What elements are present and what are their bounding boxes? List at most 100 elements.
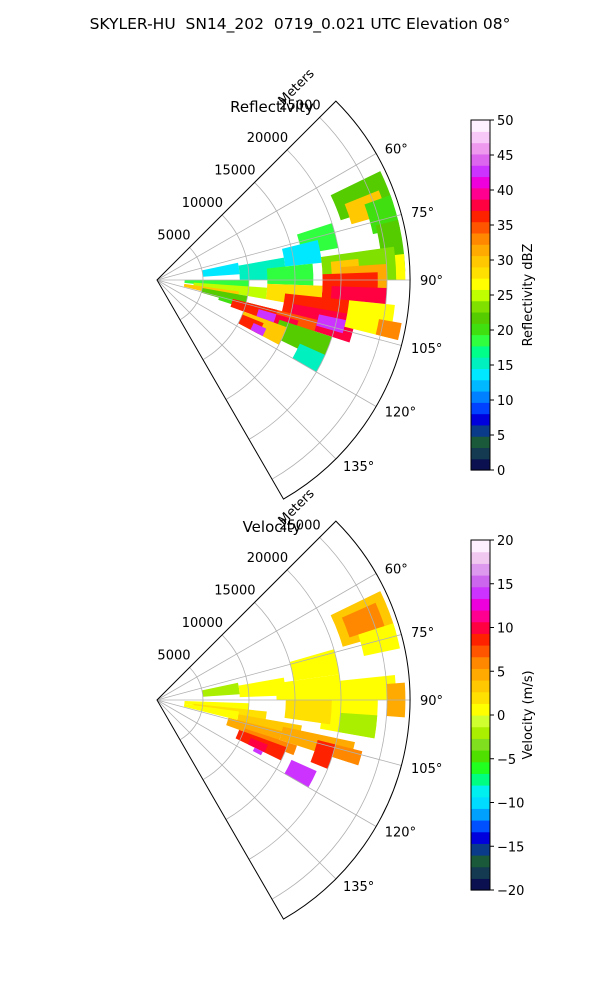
azimuth-spoke	[156, 279, 377, 407]
reflectivity-panel: Reflectivity 5000 10000 15000 20000 2500…	[156, 66, 536, 500]
range-ring	[271, 117, 388, 480]
velocity-sector-frame	[156, 520, 411, 920]
radar-cell	[272, 319, 332, 361]
colorbar-swatch	[471, 750, 490, 763]
azimuth-spoke	[156, 699, 337, 880]
colorbar-swatch	[471, 289, 490, 302]
radar-cell	[201, 682, 240, 697]
radar-cell	[275, 674, 341, 700]
velocity-colorbar	[471, 539, 494, 891]
reflectivity-grid	[156, 117, 410, 480]
azimuth-tick-label: 60°	[385, 143, 408, 158]
range-tick-label: 20000	[247, 131, 288, 146]
colorbar-swatch	[471, 221, 490, 234]
colorbar-swatch	[471, 633, 490, 646]
azimuth-tick-label: 60°	[385, 563, 408, 578]
radar-cell	[252, 747, 263, 756]
azimuth-tick-label: 120°	[385, 826, 416, 841]
radar-cell	[310, 740, 336, 769]
colorbar-tick-label: −5	[497, 753, 516, 768]
colorbar-swatch	[471, 436, 490, 449]
colorbar-swatch	[471, 773, 490, 786]
colorbar-swatch	[471, 390, 490, 403]
colorbar-tick-label: 10	[497, 394, 514, 409]
velocity-azimuth-labels: 60° 75° 90° 105° 120° 135°	[343, 563, 443, 895]
figure-title: SKYLER-HU SN14_202 0719_0.021 UTC Elevat…	[89, 15, 511, 33]
colorbar-tick-label: −15	[497, 840, 524, 855]
velocity-panel: Velocity 5000 10000 15000 20000 25000 Me…	[156, 486, 536, 920]
colorbar-swatch	[471, 255, 490, 268]
range-tick-label: 15000	[214, 163, 255, 178]
colorbar-tick-label: 15	[497, 578, 514, 593]
azimuth-tick-label: 135°	[343, 460, 374, 475]
colorbar-tick-label: −20	[497, 884, 524, 899]
colorbar-tick-label: 0	[497, 709, 505, 724]
radar-cell	[341, 602, 385, 638]
colorbar-swatch	[471, 726, 490, 739]
velocity-data	[183, 591, 406, 788]
azimuth-tick-label: 90°	[420, 694, 443, 709]
colorbar-swatch	[471, 402, 490, 415]
colorbar-swatch	[471, 831, 490, 844]
range-tick-label: 5000	[157, 228, 190, 243]
colorbar-swatch	[471, 855, 490, 868]
radar-cell	[289, 649, 340, 681]
radar-cell	[338, 712, 378, 739]
azimuth-spoke	[156, 699, 377, 827]
colorbar-swatch	[471, 866, 490, 879]
range-ring	[179, 667, 204, 741]
colorbar-swatch	[471, 563, 490, 576]
azimuth-tick-label: 105°	[411, 342, 442, 357]
azimuth-tick-label: 120°	[385, 406, 416, 421]
colorbar-swatch	[471, 278, 490, 290]
colorbar-swatch	[471, 796, 490, 809]
radar-cell	[284, 759, 317, 788]
colorbar-swatch	[471, 668, 490, 681]
azimuth-spoke	[156, 699, 402, 766]
colorbar-swatch	[471, 575, 490, 588]
radar-cell	[284, 700, 332, 725]
range-tick-label: 5000	[157, 648, 190, 663]
colorbar-swatch	[471, 368, 490, 381]
range-tick-label: 25000	[279, 98, 320, 113]
colorbar-tick-label: 15	[497, 359, 514, 374]
reflectivity-title: Reflectivity	[230, 98, 314, 116]
range-ring	[225, 602, 296, 820]
colorbar-swatch	[471, 820, 490, 833]
colorbar-swatch	[471, 311, 490, 324]
range-ring	[248, 569, 342, 860]
range-ring	[248, 149, 342, 440]
colorbar-tick-label: 40	[497, 184, 514, 199]
reflectivity-range-labels: 5000 10000 15000 20000 25000	[157, 98, 320, 243]
radar-cell	[375, 319, 402, 341]
range-tick-label: 25000	[279, 518, 320, 533]
colorbar-swatch	[471, 703, 490, 716]
reflectivity-azimuth-labels: 60° 75° 90° 105° 120° 135°	[343, 143, 443, 475]
range-tick-label: 10000	[182, 616, 223, 631]
colorbar-swatch	[471, 458, 490, 471]
velocity-colorbar-frame	[470, 539, 491, 891]
range-ring	[202, 634, 250, 781]
radar-cell	[292, 343, 326, 372]
range-tick-label: 10000	[182, 196, 223, 211]
colorbar-swatch	[471, 131, 490, 144]
colorbar-swatch	[471, 621, 490, 634]
colorbar-swatch	[471, 120, 490, 132]
colorbar-swatch	[471, 153, 490, 166]
range-ring	[271, 537, 388, 900]
colorbar-tick-label: 5	[497, 665, 505, 680]
colorbar-tick-label: 20	[497, 324, 514, 339]
radar-cell	[281, 239, 322, 267]
colorbar-tick-label: 25	[497, 289, 514, 304]
colorbar-swatch	[471, 598, 490, 611]
radar-cell	[256, 309, 277, 323]
colorbar-swatch	[471, 843, 490, 856]
reflectivity-colorbar-ticks: 0 5 10 15 20 25 30 35 40 45 50	[497, 114, 514, 479]
radar-cell	[250, 323, 267, 337]
colorbar-swatch	[471, 323, 490, 336]
azimuth-spoke	[156, 279, 337, 460]
azimuth-tick-label: 75°	[411, 626, 434, 641]
colorbar-swatch	[471, 691, 490, 704]
colorbar-swatch	[471, 424, 490, 437]
